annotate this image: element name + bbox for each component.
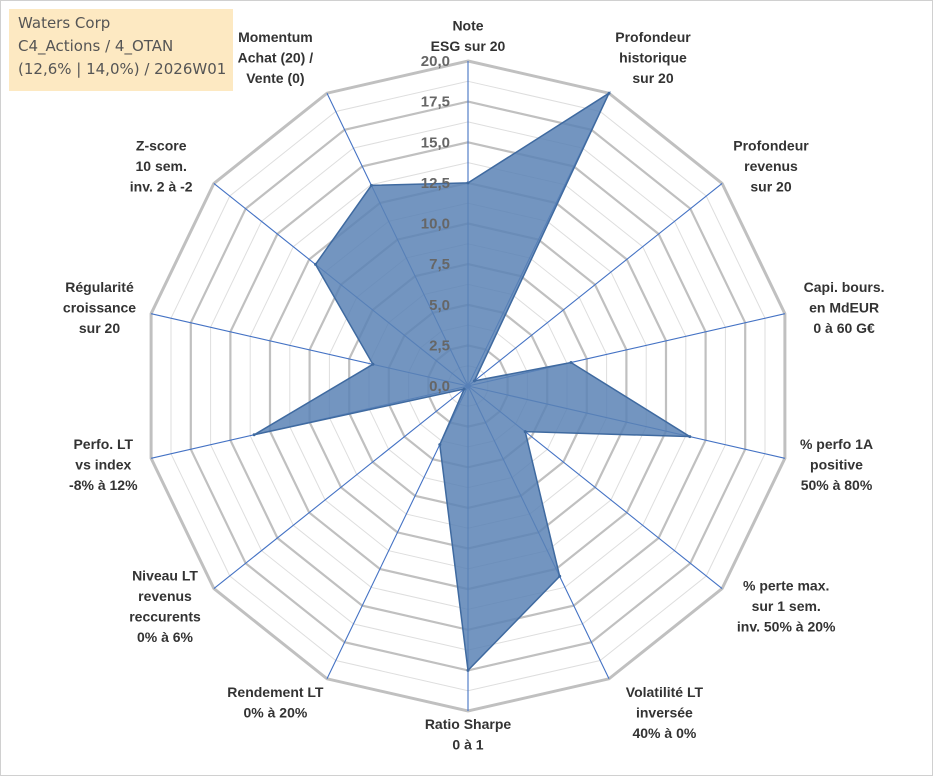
axis-label-line: Volatilité LT — [626, 684, 704, 700]
axis-label-line: revenus — [744, 158, 798, 174]
tick-label: 12,5 — [421, 175, 450, 192]
axis-label-line: Z-score — [136, 137, 187, 153]
data-point — [523, 430, 527, 434]
spoke-line — [213, 385, 469, 590]
axis-label-line: vs index — [75, 457, 131, 473]
axis-label-line: Note — [452, 18, 483, 34]
axis-label: Profondeur revenus sur 20 — [733, 137, 809, 194]
axis-label-line: en MdEUR — [809, 300, 879, 316]
company-name: Waters Corp — [18, 14, 111, 32]
axis-label-line: ESG sur 20 — [431, 38, 506, 54]
tick-label: 0,0 — [429, 378, 450, 395]
axis-label: Volatilité LT inversée 40% à 0% — [626, 684, 704, 741]
axis-label-line: % perte max. — [743, 578, 829, 594]
axis-label-line: % perfo 1A — [800, 436, 873, 452]
data-point — [466, 181, 470, 185]
axis-label-line: Profondeur — [615, 29, 691, 45]
axis-label: Perfo. LT vs index -8% à 12% — [69, 436, 138, 493]
radar-axis-labels: Note ESG sur 20 Profondeur historique sur 20… — [63, 18, 885, 753]
data-point — [438, 443, 442, 447]
axis-label-line: inv. 50% à 20% — [737, 619, 836, 635]
axis-label-line: 10 sem. — [136, 158, 187, 174]
axis-label-line: inversée — [636, 704, 693, 720]
tick-label: 15,0 — [421, 134, 450, 151]
performance-week: (12,6% | 14,0%) / 2026W01 — [18, 60, 227, 78]
axis-label-line: Ratio Sharpe — [425, 716, 512, 732]
axis-label-line: sur 20 — [750, 178, 791, 194]
axis-label-line: 0% à 20% — [243, 704, 307, 720]
axis-label: Capi. bours. en MdEUR 0 à 60 G€ — [804, 279, 885, 336]
data-point — [314, 262, 317, 266]
axis-label-line: 40% à 0% — [632, 725, 696, 741]
axis-label-line: sur 1 sem. — [752, 598, 821, 614]
axis-label: Régularité croissance sur 20 — [63, 279, 136, 336]
axis-label: Note ESG sur 20 — [431, 18, 506, 55]
axis-label-line: 0 à 60 G€ — [813, 320, 875, 336]
tick-label: 7,5 — [429, 256, 450, 273]
data-point — [688, 435, 692, 439]
spoke-line — [467, 182, 723, 387]
axis-label-line: 50% à 80% — [801, 477, 873, 493]
axis-label-line: Capi. bours. — [804, 279, 885, 295]
axis-label-line: Vente (0) — [246, 70, 304, 86]
axis-label: Momentum Achat (20) / Vente (0) — [238, 29, 314, 86]
axis-label-line: positive — [810, 457, 863, 473]
tick-label: 10,0 — [421, 216, 450, 233]
series-area — [253, 91, 693, 673]
axis-label-line: historique — [619, 50, 687, 66]
axis-label-line: inv. 2 à -2 — [130, 178, 193, 194]
data-point — [462, 387, 466, 391]
axis-label: Z-score 10 sem. inv. 2 à -2 — [130, 137, 193, 194]
axis-label-line: 0 à 1 — [452, 737, 483, 753]
tick-label: 5,0 — [429, 297, 450, 314]
tick-label: 2,5 — [429, 337, 450, 354]
data-point — [371, 362, 375, 366]
axis-label: Profondeur historique sur 20 — [615, 29, 691, 86]
chart-info-box: Waters Corp C4_Actions / 4_OTAN (12,6% |… — [9, 9, 233, 91]
data-point — [369, 183, 373, 187]
axis-label-line: Achat (20) / — [238, 50, 314, 66]
axis-label: % perfo 1A positive 50% à 80% — [800, 436, 873, 493]
axis-label: Niveau LT revenus reccurents 0% à 6% — [129, 567, 201, 645]
axis-label-line: -8% à 12% — [69, 477, 138, 493]
axis-label-line: Rendement LT — [227, 684, 324, 700]
portfolio-category: C4_Actions / 4_OTAN — [18, 37, 174, 55]
data-point — [252, 433, 256, 437]
axis-label-line: croissance — [63, 300, 136, 316]
tick-label: 17,5 — [421, 94, 450, 111]
axis-label: Ratio Sharpe 0 à 1 — [425, 716, 512, 753]
axis-label: % perte max. sur 1 sem. inv. 50% à 20% — [737, 578, 836, 635]
axis-label-line: 0% à 6% — [137, 629, 194, 645]
axis-label-line: Perfo. LT — [73, 436, 133, 452]
axis-label-line: Régularité — [65, 279, 134, 295]
axis-label: Rendement LT 0% à 20% — [227, 684, 324, 721]
axis-label-line: revenus — [138, 588, 192, 604]
axis-label-line: Momentum — [238, 29, 313, 45]
data-point — [569, 361, 573, 364]
axis-label-line: sur 20 — [632, 70, 673, 86]
axis-label-line: reccurents — [129, 608, 201, 624]
tick-label: 20,0 — [421, 53, 450, 70]
radar-tick-labels: 0,0 2,5 5,0 7,5 10,0 12,5 15,0 17,5 20,0 — [421, 53, 450, 395]
data-point — [472, 379, 476, 383]
data-point — [558, 574, 562, 578]
radar-series — [252, 91, 693, 673]
data-point — [607, 91, 611, 95]
axis-label-line: Profondeur — [733, 137, 809, 153]
data-point — [466, 668, 470, 672]
axis-label-line: sur 20 — [79, 320, 120, 336]
axis-label-line: Niveau LT — [132, 567, 198, 583]
